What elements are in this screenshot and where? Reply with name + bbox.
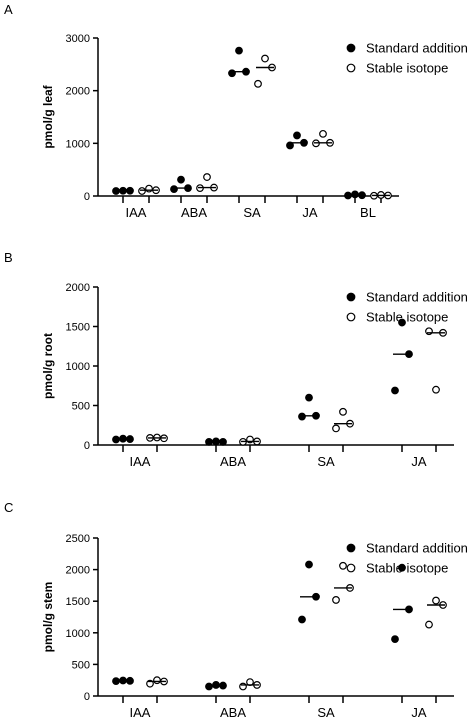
y-axis-label: pmol/g leaf — [41, 84, 55, 148]
y-tick-label: 2000 — [66, 565, 90, 577]
legend-marker — [346, 312, 356, 322]
data-point — [293, 131, 301, 140]
y-tick-label: 2000 — [66, 282, 90, 294]
y-tick-label: 0 — [84, 440, 90, 452]
legend-label: Stable isotope — [366, 310, 448, 325]
x-tick-label: ABA — [220, 454, 246, 469]
data-point — [339, 561, 347, 570]
x-tick-label: JA — [411, 454, 427, 469]
x-tick-label: BL — [360, 205, 376, 220]
panel-letter: A — [4, 2, 13, 17]
y-tick-label: 0 — [84, 691, 90, 703]
legend-label: Standard addition — [366, 541, 468, 556]
y-tick-label: 500 — [72, 401, 90, 413]
legend-label: Standard addition — [366, 290, 468, 305]
legend-label: Stable isotope — [366, 61, 448, 76]
y-axis-label: pmol/g root — [41, 333, 55, 399]
data-point — [319, 129, 327, 138]
legend-marker — [346, 63, 356, 73]
data-point — [391, 635, 399, 644]
x-tick-label: JA — [411, 705, 427, 719]
x-tick-label: ABA — [181, 205, 207, 220]
data-point — [177, 175, 185, 184]
y-tick-label: 3000 — [66, 33, 90, 45]
y-tick-label: 1000 — [66, 138, 90, 150]
x-tick-label: ABA — [220, 705, 246, 719]
y-tick-label: 500 — [72, 659, 90, 671]
y-tick-label: 0 — [84, 191, 90, 203]
data-point — [305, 393, 313, 402]
legend-marker — [346, 543, 356, 553]
data-point — [235, 46, 243, 55]
data-point — [398, 318, 406, 327]
data-point — [391, 386, 399, 395]
data-point — [170, 185, 178, 194]
legend-marker — [346, 43, 356, 53]
legend-marker — [346, 292, 356, 302]
data-point — [332, 596, 340, 604]
data-point — [205, 682, 213, 691]
data-point — [261, 54, 269, 63]
data-point — [228, 69, 236, 78]
x-tick-label: SA — [317, 705, 335, 719]
data-point — [239, 682, 247, 691]
x-tick-label: JA — [302, 205, 318, 220]
y-tick-label: 2500 — [66, 533, 90, 545]
data-point — [425, 327, 433, 336]
data-point — [398, 563, 406, 572]
legend-label: Stable isotope — [366, 561, 448, 576]
data-point — [305, 560, 313, 569]
panel-letter: C — [4, 500, 13, 515]
data-point — [254, 79, 262, 88]
x-tick-label: SA — [243, 205, 261, 220]
data-point — [432, 385, 440, 394]
y-tick-label: 1500 — [66, 596, 90, 608]
legend-marker — [346, 563, 356, 573]
data-point — [332, 424, 340, 433]
data-point — [351, 190, 359, 199]
data-point — [339, 407, 347, 416]
y-axis-label: pmol/g stem — [41, 582, 55, 653]
data-point — [138, 187, 146, 195]
y-tick-label: 1500 — [66, 322, 90, 334]
x-tick-label: IAA — [130, 705, 151, 719]
x-tick-label: IAA — [126, 205, 147, 220]
data-point — [298, 412, 306, 421]
data-point — [145, 184, 153, 193]
panel-letter: B — [4, 250, 13, 265]
y-tick-label: 1000 — [66, 628, 90, 640]
data-point — [425, 620, 433, 629]
y-tick-label: 1000 — [66, 361, 90, 373]
y-tick-label: 2000 — [66, 86, 90, 98]
x-tick-label: IAA — [130, 454, 151, 469]
data-point — [432, 596, 440, 605]
data-point — [153, 676, 161, 685]
data-point — [203, 173, 211, 181]
legend-label: Standard addition — [366, 41, 468, 56]
data-point — [298, 615, 306, 624]
x-tick-label: SA — [317, 454, 335, 469]
